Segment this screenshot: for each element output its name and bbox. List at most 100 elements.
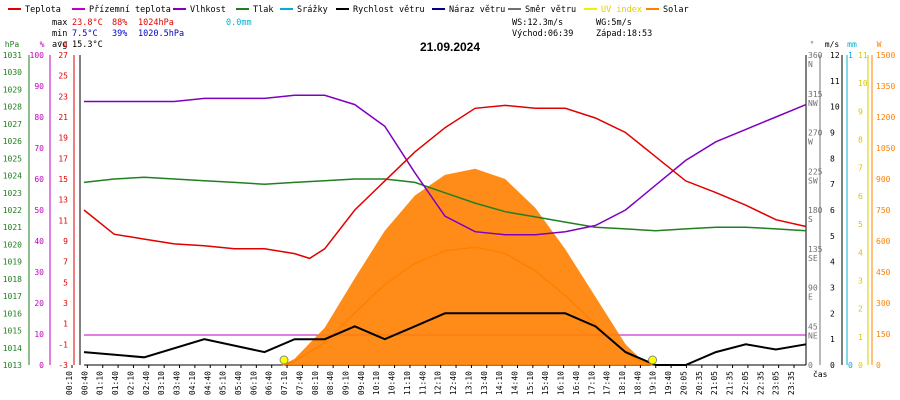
x-tick-label: 05:40 (234, 371, 243, 395)
percent-axis-tick: 20 (34, 299, 44, 308)
x-tick-label: 12:40 (449, 371, 458, 395)
x-tick-label: 07:40 (295, 371, 304, 395)
stat-avg-label: avg (52, 40, 67, 50)
wind-axis-unit: m/s (825, 40, 840, 49)
percent-axis-tick: 100 (30, 51, 45, 60)
celsius-axis-tick: 19 (58, 134, 68, 143)
x-tick-label: 17:10 (587, 371, 596, 395)
solar-axis-tick: 0 (876, 361, 881, 370)
x-tick-label: 03:40 (173, 371, 182, 395)
x-tick-label: 05:10 (219, 371, 228, 395)
uv-axis-tick: 11 (858, 51, 868, 60)
uv-axis-tick: 6 (858, 192, 863, 201)
direction-axis-tick: 225 (808, 167, 823, 176)
solar-axis-tick: 1050 (876, 144, 895, 153)
direction-axis-tick: 315 (808, 90, 823, 99)
legend-label: Přízemní teplota (89, 5, 171, 15)
celsius-axis-tick: 17 (58, 154, 68, 163)
hpa-axis-tick: 1029 (3, 85, 22, 94)
stat-min-press: 1020.5hPa (138, 29, 184, 39)
solar-area (282, 168, 653, 365)
hpa-axis-unit: hPa (5, 40, 20, 49)
legend-label: UV index (601, 5, 642, 15)
solar-axis-tick: 900 (876, 175, 891, 184)
uv-axis-tick: 1 (858, 333, 863, 342)
wind-axis-tick: 2 (830, 309, 835, 318)
celsius-axis-tick: 5 (63, 278, 68, 287)
wind-axis-tick: 7 (830, 180, 835, 189)
x-tick-label: 04:40 (203, 371, 212, 395)
legend-label: Tlak (253, 5, 273, 15)
direction-axis-dir-label: N (808, 60, 813, 69)
chart-title: 21.09.2024 (420, 40, 480, 54)
hpa-axis-tick: 1013 (3, 361, 22, 370)
solar-axis-tick: 600 (876, 237, 891, 246)
stat-max-press: 1024hPa (138, 18, 174, 28)
wind-axis-tick: 0 (830, 361, 835, 370)
x-tick-label: 18:40 (633, 371, 642, 395)
celsius-axis-tick: 7 (63, 258, 68, 267)
direction-axis-unit: ° (810, 40, 815, 49)
stat-sunset: Západ:18:53 (596, 29, 652, 39)
percent-axis-tick: 60 (34, 175, 44, 184)
x-tick-label: 11:10 (403, 371, 412, 395)
stat-sunrise: Východ:06:39 (512, 29, 573, 39)
x-tick-label: 21:35 (726, 371, 735, 395)
x-tick-label: 04:10 (188, 371, 197, 395)
celsius-axis-tick: 23 (58, 92, 68, 101)
x-tick-label: 00:10 (65, 371, 74, 395)
x-tick-label: 16:10 (557, 371, 566, 395)
direction-axis-dir-label: SE (808, 254, 818, 263)
hpa-axis-tick: 1024 (3, 172, 22, 181)
series-humidity (84, 94, 807, 236)
wind-axis-tick: 11 (830, 77, 840, 86)
hpa-axis-tick: 1026 (3, 137, 22, 146)
wind-axis-tick: 9 (830, 129, 835, 138)
sunset-marker (648, 355, 658, 365)
hpa-axis-tick: 1019 (3, 258, 22, 267)
direction-axis-tick: 90 (808, 284, 818, 293)
celsius-axis-tick: 15 (58, 175, 68, 184)
direction-axis-dir-label: E (808, 293, 813, 302)
hpa-axis-tick: 1027 (3, 120, 22, 129)
wind-axis-tick: 5 (830, 232, 835, 241)
rain-axis-tick: 1 (848, 51, 853, 60)
rain-axis-tick: 0 (848, 361, 853, 370)
x-tick-label: 13:40 (480, 371, 489, 395)
x-tick-label: 20:05 (679, 371, 688, 395)
direction-axis-tick: 180 (808, 206, 823, 215)
percent-axis-tick: 30 (34, 268, 44, 277)
uv-axis-tick: 8 (858, 136, 863, 145)
percent-axis-tick: 90 (34, 82, 44, 91)
wind-axis-tick: 8 (830, 154, 835, 163)
wind-axis-tick: 6 (830, 206, 835, 215)
x-axis-label: čas (813, 369, 828, 379)
direction-axis-tick: 45 (808, 322, 818, 331)
stat-ws: WS:12.3m/s (512, 18, 563, 28)
legend-label: Vlhkost (190, 5, 226, 15)
x-tick-label: 08:10 (311, 371, 320, 395)
x-tick-label: 19:10 (649, 371, 658, 395)
legend-label: Teplota (25, 5, 61, 15)
chart-legend: Teplota Přízemní teplota Vlhkost Tlak Srážky… (8, 5, 689, 15)
uv-axis-tick: 10 (858, 79, 868, 88)
x-tick-label: 01:40 (111, 371, 120, 395)
series-temperature (83, 104, 807, 260)
direction-axis-tick: 270 (808, 129, 823, 138)
x-tick-label: 01:10 (96, 371, 105, 395)
stat-max-hum: 88% (112, 18, 127, 28)
x-tick-label: 22:35 (756, 371, 765, 395)
x-tick-label: 02:10 (126, 371, 135, 395)
direction-axis-dir-label: SW (808, 176, 818, 185)
uv-axis-tick: 4 (858, 248, 863, 257)
wind-axis-tick: 4 (830, 258, 835, 267)
x-tick-label: 16:40 (572, 371, 581, 395)
x-tick-label: 02:40 (142, 371, 151, 395)
percent-axis-tick: 10 (34, 330, 44, 339)
x-tick-label: 22:05 (741, 371, 750, 395)
hpa-axis-tick: 1022 (3, 206, 22, 215)
direction-axis-dir-label: S (808, 215, 813, 224)
solar-axis-tick: 1200 (876, 113, 895, 122)
hpa-axis-tick: 1030 (3, 68, 22, 77)
x-tick-label: 06:10 (249, 371, 258, 395)
